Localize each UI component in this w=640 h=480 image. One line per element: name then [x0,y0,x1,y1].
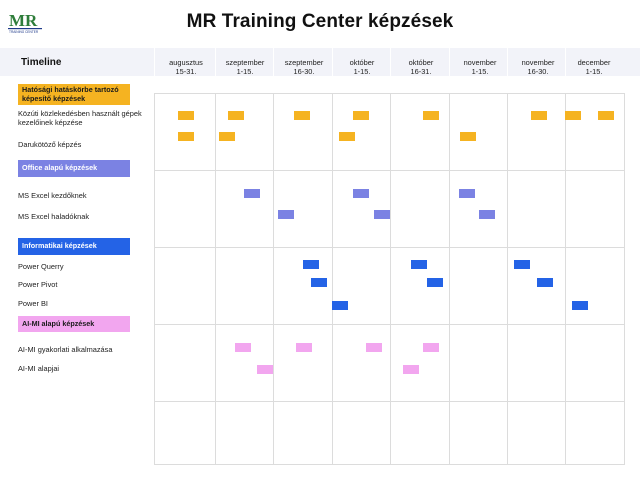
period-days: 1-15. [471,67,489,76]
period-header: november 1-15. [451,58,509,76]
session-bar [572,301,588,310]
period-month: augusztus [169,58,203,67]
period-month: november [463,58,497,67]
session-bar [332,301,348,310]
course-label: Power BI [18,299,48,308]
session-bar [411,260,427,269]
period-days: 16-30. [527,67,549,76]
header-separator [332,48,333,76]
session-bar [178,111,194,120]
course-label: Közúti közlekedésben használt gépek keze… [18,109,142,127]
grid-line-vertical [507,93,508,465]
session-bar [479,210,495,219]
session-bar [257,365,273,374]
period-days: 16-31. [410,67,432,76]
grid-line-vertical [332,93,333,465]
session-bar [296,343,312,352]
session-bar [374,210,390,219]
period-header: augusztus 15-31. [157,58,215,76]
course-label: Power Querry [18,262,64,271]
grid-line-horizontal [154,464,624,465]
header-separator [273,48,274,76]
session-bar [423,343,439,352]
session-bar [294,111,310,120]
grid-line-horizontal [154,93,624,94]
category-badge-informatikai: Informatikai képzések [18,238,130,255]
category-badge-ai: AI-MI alapú képzések [18,316,130,332]
page-title: MR Training Center képzések [186,11,454,32]
period-header: szeptember 16-30. [275,58,333,76]
session-bar [228,111,244,120]
course-label: Power Pivot [18,280,58,289]
period-month: november [521,58,555,67]
course-label: MS Excel kezdőknek [18,191,87,200]
session-bar [598,111,614,120]
grid-line-vertical [390,93,391,465]
grid-line-vertical [154,93,155,465]
course-label: MS Excel haladóknak [18,212,90,221]
period-header: október 16-31. [392,58,450,76]
session-bar [459,189,475,198]
header-separator [215,48,216,76]
grid-line-vertical [215,93,216,465]
session-bar [460,132,476,141]
course-label: Darukötöző képzés [18,140,82,149]
period-days: 15-31. [175,67,197,76]
period-days: 1-15. [353,67,371,76]
period-days: 16-30. [293,67,315,76]
session-bar [403,365,419,374]
period-header: november 16-30. [509,58,567,76]
timeline-header-band [0,48,640,76]
period-days: 1-15. [585,67,603,76]
grid-line-vertical [273,93,274,465]
session-bar [353,189,369,198]
session-bar [514,260,530,269]
session-bar [353,111,369,120]
session-bar [219,132,235,141]
session-bar [244,189,260,198]
grid-line-horizontal [154,401,624,402]
session-bar [311,278,327,287]
period-days: 1-15. [236,67,254,76]
session-bar [427,278,443,287]
header-separator [154,48,155,76]
grid-line-vertical [449,93,450,465]
logo-subtext: TRAINING CENTER [9,30,39,34]
period-month: szeptember [225,58,265,67]
course-label: AI-MI alapjai [18,364,60,373]
session-bar [423,111,439,120]
grid-line-vertical [624,93,625,465]
session-bar [278,210,294,219]
period-month: szeptember [284,58,324,67]
category-badge-office: Office alapú képzések [18,160,130,177]
session-bar [537,278,553,287]
header-separator [390,48,391,76]
course-label: AI-MI gyakorlati alkalmazása [18,345,113,354]
session-bar [178,132,194,141]
grid-line-horizontal [154,324,624,325]
session-bar [235,343,251,352]
session-bar [565,111,581,120]
header-separator [565,48,566,76]
period-header: szeptember 1-15. [216,58,274,76]
grid-line-vertical [565,93,566,465]
company-logo: MR TRAINING CENTER [8,11,42,34]
header-separator [507,48,508,76]
session-bar [531,111,547,120]
period-header: október 1-15. [333,58,391,76]
period-month: október [408,58,434,67]
grid-line-horizontal [154,170,624,171]
session-bar [366,343,382,352]
period-month: december [577,58,611,67]
session-bar [339,132,355,141]
logo-text: MR [9,11,38,30]
timeline-grid [154,93,625,465]
grid-line-horizontal [154,247,624,248]
period-header: december 1-15. [565,58,623,76]
timeline-label: Timeline [21,57,62,68]
header-separator [449,48,450,76]
period-month: október [349,58,375,67]
category-badge-hatosagi: Hatósági hatáskörbe tartozó képesítő kép… [18,84,130,105]
session-bar [303,260,319,269]
